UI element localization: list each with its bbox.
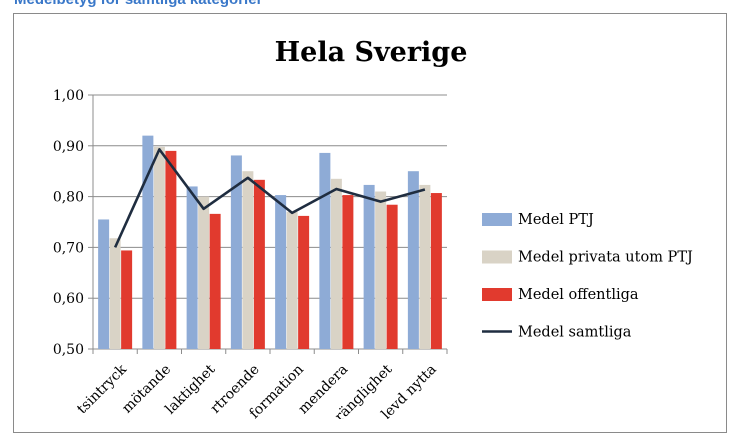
bar [209, 213, 221, 349]
bar [230, 155, 242, 349]
series-line [113, 148, 426, 248]
bar [319, 152, 331, 349]
bar [419, 184, 431, 349]
legend-label: Medel privata utom PTJ [518, 250, 693, 266]
bar [407, 171, 419, 349]
bar [165, 150, 177, 349]
bar [142, 135, 154, 349]
legend-swatch [482, 288, 512, 301]
y-tick-label: 0,70 [53, 240, 84, 256]
bar [298, 215, 310, 349]
chart-title: Hela Sverige [275, 37, 468, 68]
bar [375, 191, 387, 349]
legend-swatch [482, 213, 512, 226]
page-header: Medelbetyg för samtliga kategorier [14, 0, 262, 8]
y-tick-label: 1,00 [53, 88, 84, 104]
x-tick-labels: tsintryckmötandelaktighetrtroendeformati… [74, 361, 440, 419]
bar [253, 179, 265, 349]
legend: Medel PTJ Medel privata utom PTJ Medel off… [482, 212, 693, 341]
y-tick-labels: 0,50 0,60 0,70 0,80 0,90 1,00 [53, 88, 84, 358]
bar [363, 184, 375, 349]
bar [98, 219, 110, 349]
bar [242, 171, 254, 349]
y-tick-label: 0,80 [53, 190, 84, 206]
bar [386, 204, 398, 349]
bar [121, 250, 133, 349]
bars [98, 135, 442, 349]
chart: 0,50 0,60 0,70 0,80 0,90 1,00 tsintryckmötand… [53, 37, 693, 419]
legend-swatch [482, 250, 512, 264]
bar [153, 146, 165, 349]
bar [186, 186, 198, 349]
legend-label: Medel samtliga [518, 325, 632, 341]
y-tick-label: 0,90 [53, 139, 84, 155]
y-tick-label: 0,50 [53, 342, 84, 358]
bar [275, 195, 287, 349]
y-tick-label: 0,60 [53, 291, 84, 307]
bar [286, 211, 298, 349]
bar [198, 196, 210, 349]
legend-label: Medel offentliga [518, 287, 639, 303]
bar [330, 178, 342, 349]
bar [430, 193, 442, 349]
bar [109, 238, 121, 349]
bar [342, 195, 354, 349]
legend-label: Medel PTJ [518, 212, 594, 228]
series-line-path [113, 148, 426, 248]
